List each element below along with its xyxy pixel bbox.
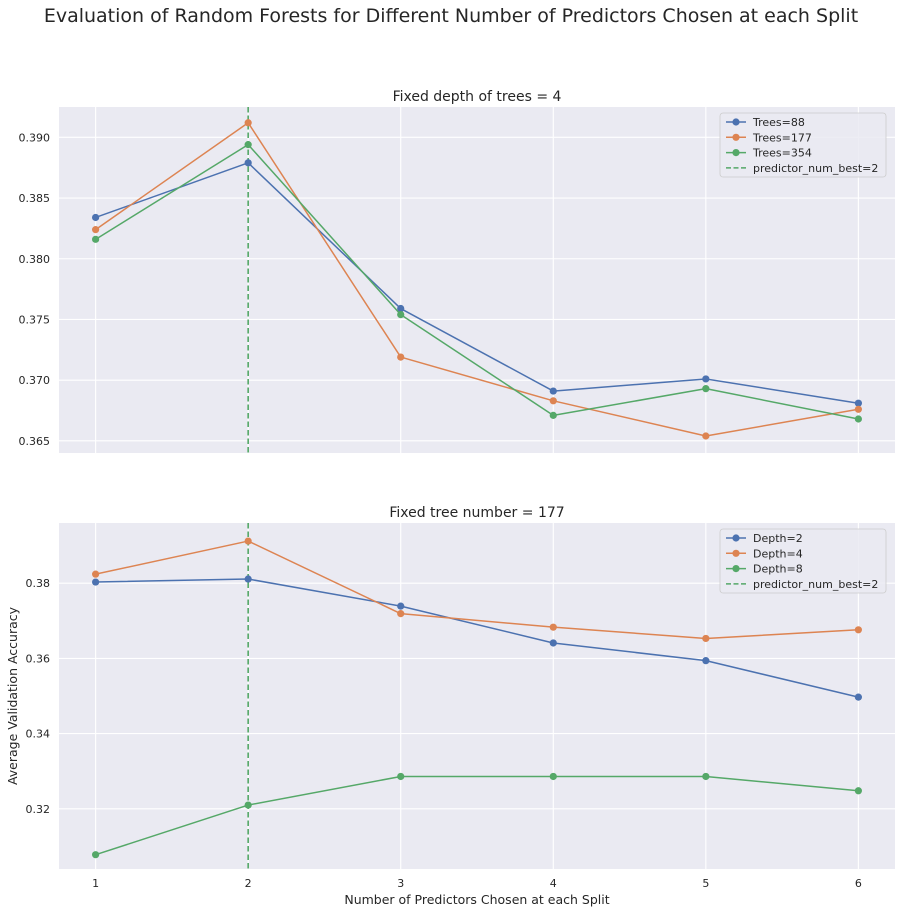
y-tick-label: 0.34 (26, 728, 51, 741)
y-tick-label: 0.390 (19, 131, 51, 144)
legend-label: Trees=177 (752, 131, 812, 144)
y-tick-label: 0.385 (19, 192, 51, 205)
data-point (92, 235, 100, 243)
data-point (854, 415, 862, 423)
data-point (549, 387, 557, 395)
data-point (702, 772, 710, 781)
y-tick-label: 0.365 (19, 435, 51, 448)
figure-suptitle: Evaluation of Random Forests for Differe… (44, 5, 858, 27)
series-line-3 (95, 143, 859, 420)
data-point (244, 801, 252, 809)
data-point (244, 159, 252, 167)
data-point (854, 626, 862, 634)
panel-title: Fixed tree number = 177 (389, 505, 564, 521)
data-point (702, 634, 710, 643)
legend-marker-2 (732, 549, 740, 557)
legend-frame (719, 112, 887, 178)
data-point (92, 851, 100, 859)
series-line-2 (95, 122, 859, 437)
legend-marker-1 (732, 534, 740, 542)
data-point (702, 657, 710, 665)
y-tick-label: 0.375 (19, 313, 51, 326)
y-tick-label: 0.370 (19, 374, 51, 387)
legend-marker-3 (732, 149, 740, 157)
legend-frame (719, 528, 887, 594)
x-tick-label: 4 (550, 877, 557, 890)
data-point (92, 226, 100, 234)
data-point (549, 411, 557, 419)
legend-label: Trees=354 (752, 147, 812, 160)
y-axis-label: Average Validation Accuracy (5, 606, 20, 785)
data-point (244, 575, 252, 583)
data-point (549, 623, 557, 631)
data-point (397, 311, 405, 319)
data-point (92, 213, 100, 222)
series-line-1 (95, 578, 859, 698)
data-point (397, 602, 405, 610)
legend-label: predictor_num_best=2 (753, 578, 878, 591)
x-tick-label: 5 (702, 877, 709, 890)
data-point (244, 537, 252, 545)
panel-top: 0.365 0.370 0.375 0.380 0.385 0.390 Fixed dept… (19, 89, 895, 453)
data-point (244, 141, 252, 149)
data-point (854, 693, 862, 701)
panel-bottom: 0.32 0.34 0.36 0.38 1 2 3 4 5 6 Fixed tree number … (5, 505, 895, 907)
data-point (92, 578, 100, 586)
x-tick-label: 6 (855, 877, 862, 890)
data-point (702, 432, 710, 440)
legend-marker-2 (732, 133, 740, 141)
data-point (549, 397, 557, 405)
data-point (397, 772, 405, 781)
legend: Depth=2 Depth=4 Depth=8 predictor_num_best=… (719, 528, 887, 594)
x-axis-label: Number of Predictors Chosen at each Spli… (344, 892, 609, 907)
series-line-2 (95, 540, 859, 640)
legend-label: Trees=88 (752, 116, 805, 129)
x-tick-label: 3 (397, 877, 404, 890)
legend: Trees=88 Trees=177 Trees=354 predictor_num_… (719, 112, 887, 178)
legend-marker-3 (732, 565, 740, 573)
legend-label: predictor_num_best=2 (753, 162, 878, 175)
data-point (854, 787, 862, 795)
data-point (854, 405, 862, 413)
data-point (397, 353, 405, 361)
data-point (702, 375, 710, 383)
y-tick-label: 0.38 (26, 577, 51, 590)
x-tick-label: 1 (92, 877, 99, 890)
y-tick-label: 0.380 (19, 253, 51, 266)
data-point (854, 399, 862, 407)
panel-title: Fixed depth of trees = 4 (393, 89, 562, 105)
legend-label: Depth=8 (753, 563, 803, 576)
legend-label: Depth=2 (753, 532, 803, 545)
data-point (397, 304, 405, 313)
x-tick-label: 2 (245, 877, 252, 890)
data-point (92, 570, 100, 578)
series-line-1 (95, 162, 859, 404)
data-point (549, 772, 557, 781)
data-point (702, 385, 710, 393)
data-point (397, 610, 405, 618)
y-tick-label: 0.32 (26, 803, 51, 816)
legend-label: Depth=4 (753, 547, 803, 560)
data-point (244, 119, 252, 127)
y-tick-label: 0.36 (26, 652, 51, 665)
series-line-3 (95, 775, 859, 856)
data-point (549, 639, 557, 647)
legend-marker-1 (732, 118, 740, 126)
